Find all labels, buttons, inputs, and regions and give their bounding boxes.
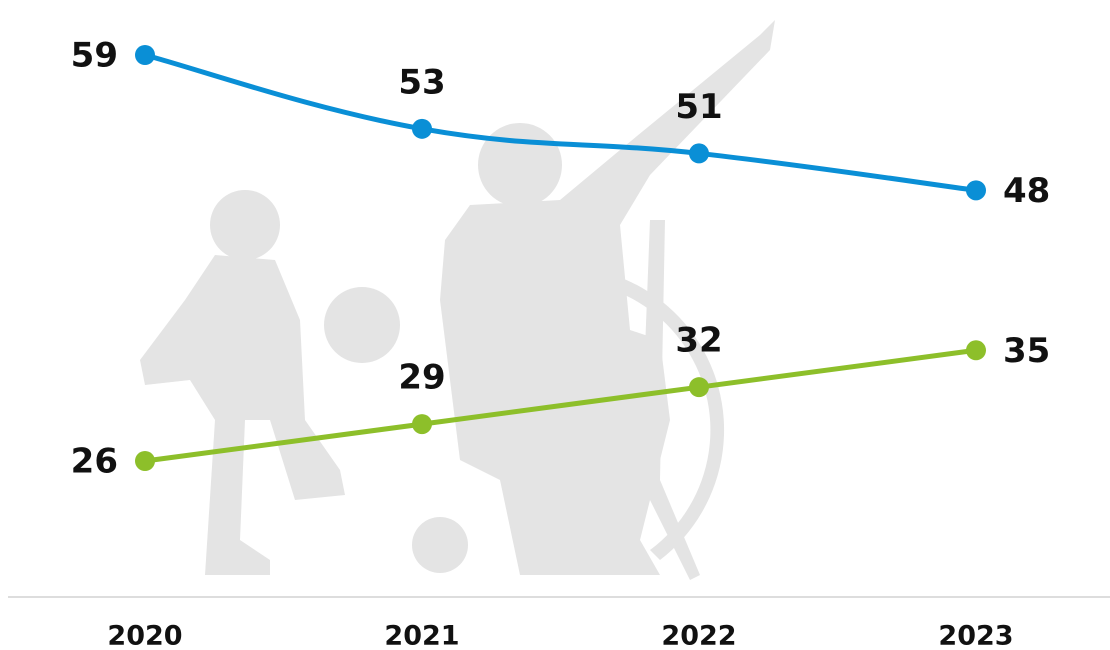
data-label: 51 [675,87,722,127]
data-point [966,340,986,360]
data-label: 53 [398,62,445,102]
x-tick-label: 2021 [384,621,459,650]
x-tick-label: 2023 [938,621,1013,650]
x-tick-label: 2020 [107,621,182,650]
data-label: 32 [675,321,722,361]
data-label: 48 [1003,171,1050,211]
data-label: 26 [71,442,118,482]
data-label: 35 [1003,331,1050,371]
data-point [689,377,709,397]
data-point [689,143,709,163]
data-point [966,180,986,200]
data-label: 59 [71,36,118,76]
data-point [412,119,432,139]
x-tick-label: 2022 [661,621,736,650]
data-point [135,45,155,65]
data-label: 29 [398,358,445,398]
data-point [412,414,432,434]
data-point [135,451,155,471]
chart: 2020 2021 2022 2023 59 53 51 48 26 29 32 35 [0,0,1110,650]
